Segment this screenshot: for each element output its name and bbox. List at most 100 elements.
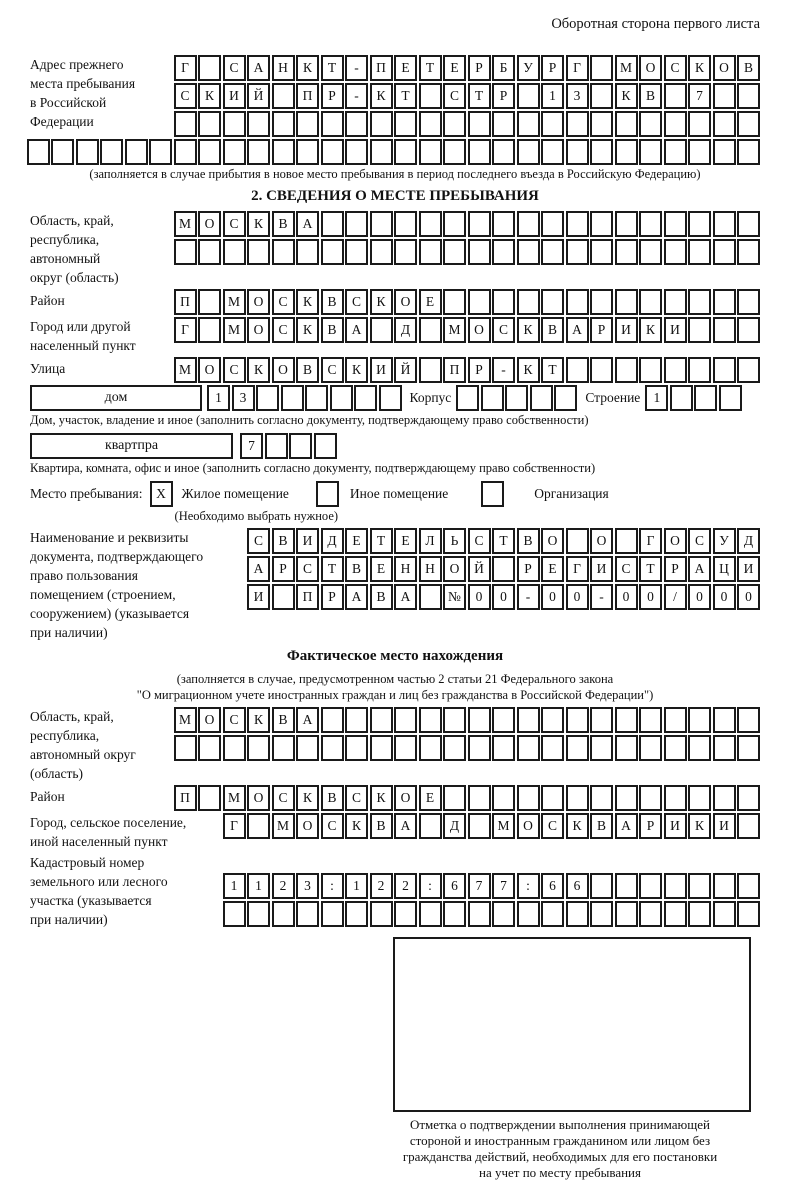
char-cell: С xyxy=(247,528,270,554)
char-cell xyxy=(688,317,711,343)
char-cell xyxy=(418,139,442,165)
char-cell xyxy=(222,139,246,165)
char-cell: Г xyxy=(222,813,246,839)
char-cell xyxy=(467,289,491,315)
char-cell xyxy=(590,239,613,265)
char-cell xyxy=(443,289,466,315)
label-line: Город, сельское поселение, xyxy=(30,815,187,830)
char-cell xyxy=(369,211,393,237)
char-cell xyxy=(480,385,504,411)
char-cell: М xyxy=(222,289,246,315)
char-cell xyxy=(516,239,540,265)
char-cell xyxy=(369,139,393,165)
char-cell: А xyxy=(688,556,711,582)
korpus-cells xyxy=(456,385,578,411)
house-box-label: дом xyxy=(30,385,202,411)
char-cell: Б xyxy=(492,55,515,81)
char-cell: В xyxy=(296,357,319,383)
char-cell xyxy=(590,901,613,927)
region-block: Область, край, республика, автономный округ… xyxy=(30,211,760,287)
street-label: Улица xyxy=(30,361,66,376)
char-cell: М xyxy=(443,317,466,343)
char-cell xyxy=(320,111,344,137)
char-cell xyxy=(541,735,564,761)
char-cell: О xyxy=(467,317,491,343)
char-cell xyxy=(614,735,638,761)
char-cell: 2 xyxy=(369,873,393,899)
char-cell xyxy=(198,111,221,137)
char-cell xyxy=(467,707,491,733)
char-cell xyxy=(369,707,393,733)
char-cell xyxy=(418,584,442,610)
char-cell xyxy=(737,735,760,761)
char-cell xyxy=(198,139,221,165)
prev-address-label: Адрес прежнего места пребывания в Российск… xyxy=(30,55,174,131)
char-cell xyxy=(590,357,613,383)
label-line: Отметка о подтверждении выполнения прини… xyxy=(409,1117,711,1132)
char-cell: Р xyxy=(467,357,491,383)
char-cell: 7 xyxy=(492,873,515,899)
char-cell xyxy=(271,111,295,137)
char-cell xyxy=(418,901,442,927)
char-cell: Л xyxy=(418,528,442,554)
char-cell: К xyxy=(516,317,540,343)
char-cell: Д xyxy=(737,528,760,554)
char-cell: У xyxy=(712,528,736,554)
char-cell xyxy=(313,433,337,459)
char-cell xyxy=(516,139,540,165)
char-cell xyxy=(418,707,442,733)
char-cell: В xyxy=(345,556,368,582)
char-cell: О xyxy=(198,211,221,237)
char-cell xyxy=(492,901,515,927)
char-cell: С xyxy=(614,556,638,582)
char-cell xyxy=(443,785,466,811)
char-cell xyxy=(590,111,613,137)
char-cell xyxy=(737,785,760,811)
label-line: республика, xyxy=(30,232,100,247)
char-cell: - xyxy=(345,55,368,81)
char-cell: А xyxy=(296,707,319,733)
actual-location-note-1: (заполняется в случае, предусмотренном ч… xyxy=(176,672,614,686)
char-cell: В xyxy=(320,289,344,315)
char-cell xyxy=(614,357,638,383)
char-cell: Ь xyxy=(443,528,466,554)
char-cell xyxy=(663,289,687,315)
char-cell: П xyxy=(296,584,319,610)
char-cell xyxy=(737,111,760,137)
char-cell xyxy=(565,901,589,927)
label-line: республика, xyxy=(30,728,100,743)
char-cell: Р xyxy=(320,83,344,109)
char-cell xyxy=(247,139,270,165)
char-cell: О xyxy=(663,528,687,554)
char-cell: С xyxy=(173,83,197,109)
char-cell xyxy=(737,239,760,265)
char-cell: У xyxy=(516,55,540,81)
char-cell xyxy=(198,785,221,811)
char-cell xyxy=(247,813,270,839)
label-line: документа, подтверждающего xyxy=(30,549,204,564)
char-cell xyxy=(271,239,295,265)
char-cell: С xyxy=(320,357,344,383)
char-cell: 7 xyxy=(240,433,263,459)
char-cell: М xyxy=(222,785,246,811)
char-cell xyxy=(75,139,99,165)
char-cell: : xyxy=(516,873,540,899)
char-cell: Т xyxy=(418,55,442,81)
char-cell: И xyxy=(663,813,687,839)
char-cell xyxy=(737,873,760,899)
char-cell: 6 xyxy=(541,873,564,899)
char-cell: 6 xyxy=(443,873,466,899)
char-cell xyxy=(198,55,221,81)
char-cell xyxy=(296,901,319,927)
char-cell: К xyxy=(247,707,270,733)
stamp-caption: Отметка о подтверждении выполнения прини… xyxy=(330,1117,790,1181)
char-cell xyxy=(554,385,578,411)
region-label: Область, край, республика, автономный округ… xyxy=(30,211,174,287)
char-cell: С xyxy=(345,785,368,811)
label-line: автономный xyxy=(30,251,101,266)
char-cell: М xyxy=(614,55,638,81)
